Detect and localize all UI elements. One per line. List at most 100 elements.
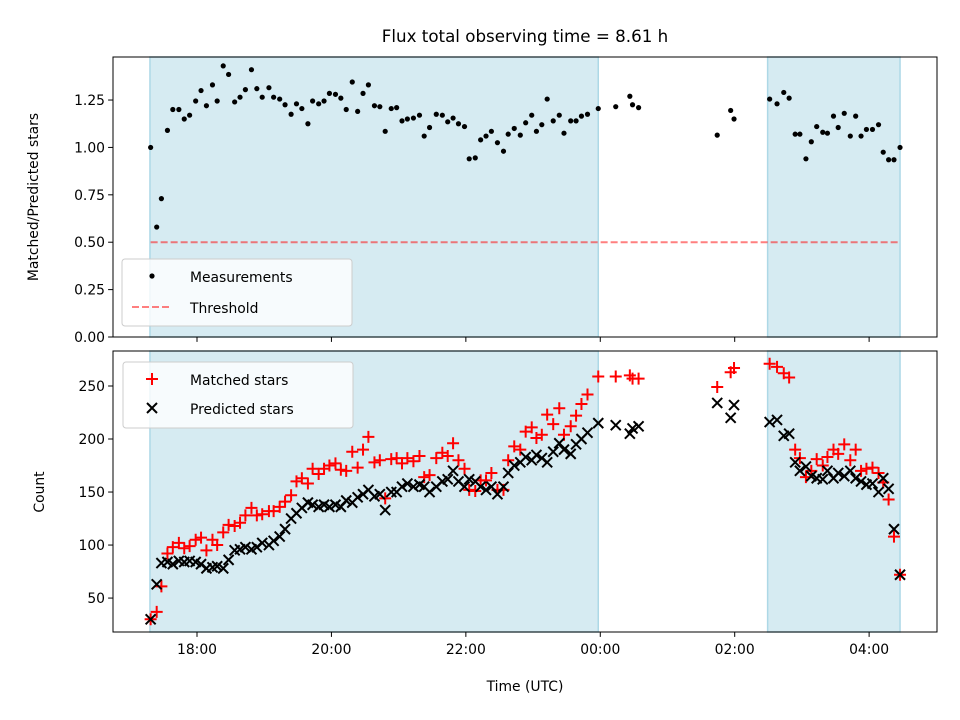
measurement-point <box>478 137 484 143</box>
legend-measurements-marker <box>149 273 155 279</box>
count-axes-frame <box>112 350 938 633</box>
predicted-star-point <box>306 499 319 511</box>
count-marks <box>144 357 907 626</box>
predicted-star-point <box>222 554 235 566</box>
legend-matched-label: Matched stars <box>190 373 288 389</box>
measurement-point <box>472 155 478 161</box>
legend-box <box>121 258 353 327</box>
matched-star-point <box>306 462 319 475</box>
measurement-point <box>349 79 355 85</box>
matched-star-point <box>519 425 532 438</box>
legend-predicted-label: Predicted stars <box>190 402 294 418</box>
measurement-point <box>786 95 792 101</box>
measurement-point <box>613 104 619 110</box>
measurement-point <box>714 132 720 138</box>
measurement-point <box>170 106 176 113</box>
legend-predicted-marker <box>146 402 158 414</box>
matched-star-point <box>301 477 314 490</box>
matched-star-point <box>592 370 605 383</box>
measurement-point <box>176 106 182 113</box>
matched-star-point <box>609 370 622 383</box>
matched-star-point <box>401 452 414 465</box>
measurement-point <box>293 101 300 107</box>
measurement-point <box>282 102 288 108</box>
matched-star-point <box>396 457 409 470</box>
predicted-star-point <box>794 465 806 477</box>
predicted-star-point <box>480 484 492 496</box>
matched-star-point <box>711 381 724 394</box>
matched-star-point <box>581 388 594 401</box>
measurement-point <box>853 113 859 119</box>
measurement-point <box>635 105 642 111</box>
measurement-point <box>869 126 876 133</box>
measurement-point <box>237 94 243 100</box>
matched-star-point <box>385 453 398 466</box>
ratio-legend: Measurements Threshold <box>121 258 353 327</box>
matched-star-point <box>357 443 370 456</box>
matched-star-point <box>525 421 538 434</box>
chart-title: Flux total observing time = 8.61 h <box>382 26 668 46</box>
matched-star-point <box>508 440 521 453</box>
matched-star-point <box>728 361 741 374</box>
matched-star-point <box>256 508 269 521</box>
matched-star-point <box>234 516 247 529</box>
measurement-point <box>455 121 462 127</box>
predicted-star-point <box>508 459 520 472</box>
predicted-star-point <box>632 420 645 432</box>
measurement-point <box>539 122 545 128</box>
matched-star-point <box>447 437 460 450</box>
matched-star-point <box>838 438 851 451</box>
matched-star-point <box>458 462 471 475</box>
measurement-point <box>288 111 294 117</box>
matched-star-point <box>541 408 554 421</box>
measurement-point <box>483 133 489 139</box>
predicted-star-point <box>211 560 223 572</box>
y-tick-label: 1.25 <box>74 93 105 109</box>
measurement-point <box>355 108 361 115</box>
measurement-point <box>830 113 837 119</box>
predicted-star-point <box>558 443 570 456</box>
predicted-star-point <box>564 448 577 460</box>
predicted-star-point <box>144 613 157 625</box>
predicted-star-point <box>877 472 889 484</box>
measurement-point <box>158 196 164 202</box>
measurement-point <box>466 156 472 162</box>
measurement-point <box>394 105 400 111</box>
predicted-star-point <box>447 465 459 477</box>
matched-star-point <box>329 457 342 470</box>
x-tick-label: 22:00 <box>446 642 486 658</box>
matched-star-point <box>334 463 347 476</box>
predicted-star-point <box>519 451 532 463</box>
measurement-point <box>305 121 311 127</box>
matched-star-point <box>514 443 527 456</box>
predicted-star-point <box>783 428 795 440</box>
measurement-point <box>803 156 809 162</box>
measurement-point <box>214 98 220 104</box>
measurement-point <box>148 144 154 151</box>
measurement-point <box>343 106 349 113</box>
measurement-point <box>332 91 339 97</box>
matched-star-point <box>295 472 308 485</box>
matched-star-point <box>872 466 885 479</box>
measurement-point <box>875 122 882 128</box>
measurement-point <box>316 101 322 107</box>
matched-star-point <box>273 500 286 513</box>
measurement-point <box>505 131 511 137</box>
measurement-point <box>767 96 773 102</box>
measurement-point <box>578 113 585 119</box>
matched-star-point <box>211 539 224 552</box>
matched-star-point <box>575 398 588 411</box>
predicted-star-point <box>800 460 812 473</box>
measurement-point <box>360 90 366 96</box>
matched-star-point <box>789 443 802 456</box>
measurement-point <box>820 129 826 135</box>
y-tick-label: 1.00 <box>74 140 105 156</box>
measurement-point <box>371 103 378 109</box>
measurement-point <box>154 224 160 230</box>
measurement-point <box>897 144 903 151</box>
measurement-point <box>426 124 433 131</box>
matched-star-point <box>222 518 235 531</box>
measurement-point <box>198 87 204 94</box>
matched-star-point <box>285 489 298 502</box>
